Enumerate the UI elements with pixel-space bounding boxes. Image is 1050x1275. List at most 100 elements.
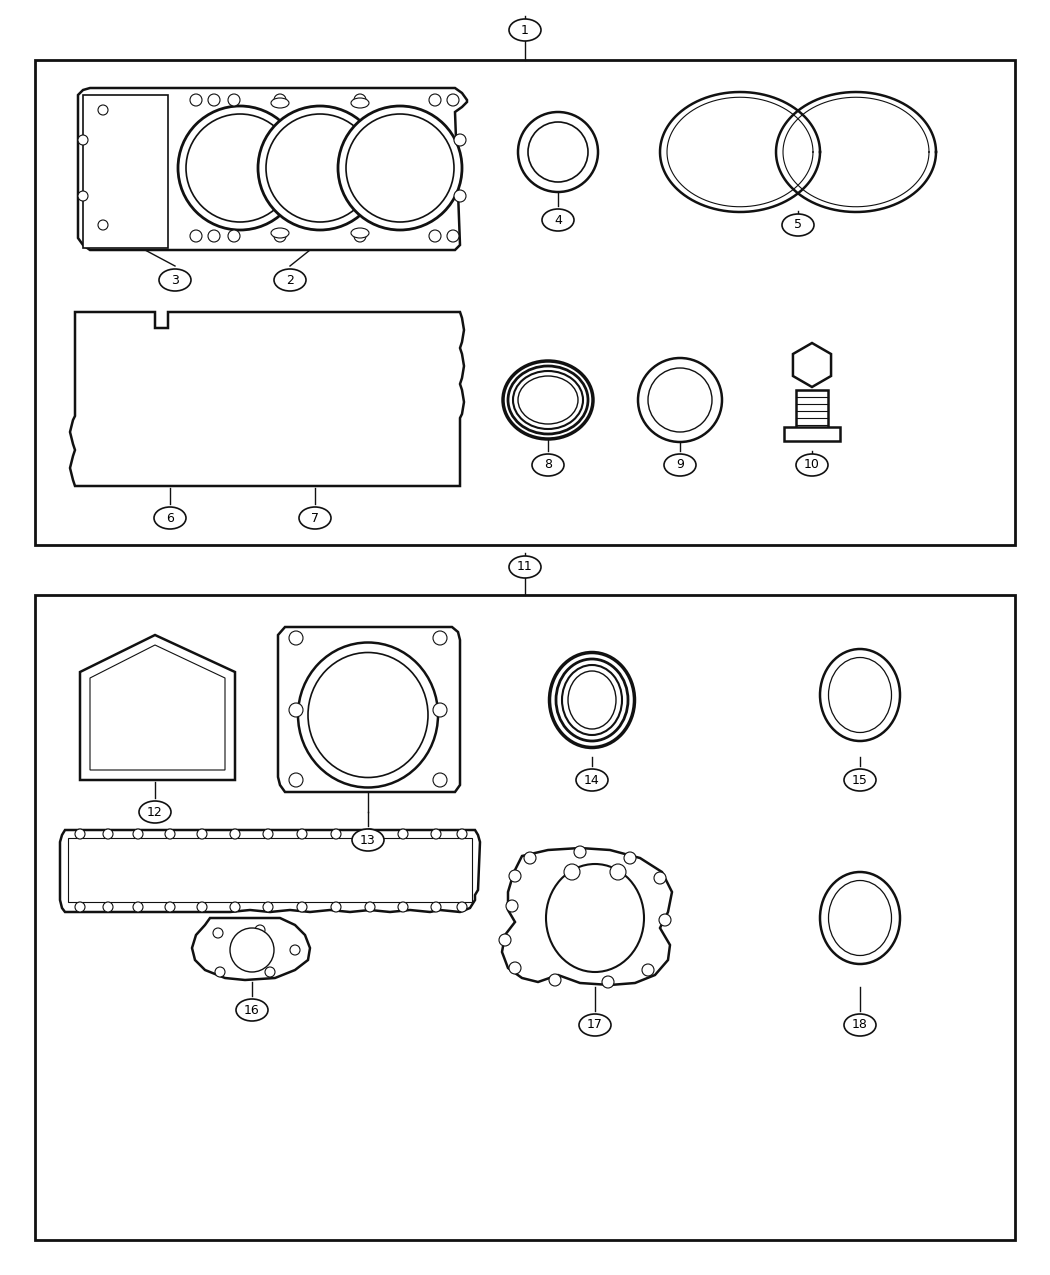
Text: 4: 4	[554, 213, 562, 227]
Ellipse shape	[660, 92, 820, 212]
Circle shape	[642, 964, 654, 975]
Text: 7: 7	[311, 511, 319, 524]
Circle shape	[398, 901, 408, 912]
Circle shape	[165, 901, 175, 912]
Ellipse shape	[576, 769, 608, 790]
Circle shape	[78, 135, 88, 145]
Text: 15: 15	[852, 774, 868, 787]
Circle shape	[297, 901, 307, 912]
Circle shape	[133, 901, 143, 912]
Polygon shape	[793, 343, 831, 388]
Ellipse shape	[820, 872, 900, 964]
Circle shape	[429, 94, 441, 106]
Circle shape	[648, 368, 712, 432]
Circle shape	[518, 112, 598, 193]
Circle shape	[331, 901, 341, 912]
Circle shape	[228, 94, 240, 106]
Ellipse shape	[352, 829, 384, 850]
Text: 5: 5	[794, 218, 802, 232]
Ellipse shape	[509, 556, 541, 578]
Circle shape	[98, 105, 108, 115]
Ellipse shape	[568, 671, 616, 729]
Ellipse shape	[299, 507, 331, 529]
Ellipse shape	[508, 366, 588, 434]
Ellipse shape	[828, 658, 891, 733]
Ellipse shape	[546, 864, 644, 972]
Circle shape	[447, 94, 459, 106]
Ellipse shape	[351, 98, 369, 108]
Ellipse shape	[796, 454, 828, 476]
Circle shape	[213, 928, 223, 938]
Circle shape	[103, 829, 113, 839]
Circle shape	[262, 829, 273, 839]
Circle shape	[499, 935, 511, 946]
Text: 6: 6	[166, 511, 174, 524]
Circle shape	[509, 870, 521, 882]
Circle shape	[262, 901, 273, 912]
Circle shape	[289, 773, 303, 787]
Circle shape	[165, 829, 175, 839]
Circle shape	[365, 829, 375, 839]
Circle shape	[429, 230, 441, 242]
Circle shape	[549, 974, 561, 986]
Ellipse shape	[549, 653, 634, 747]
Circle shape	[265, 966, 275, 977]
Text: 11: 11	[517, 561, 532, 574]
Circle shape	[75, 901, 85, 912]
Circle shape	[230, 928, 274, 972]
Circle shape	[430, 829, 441, 839]
Circle shape	[258, 106, 382, 230]
Ellipse shape	[844, 769, 876, 790]
Ellipse shape	[509, 19, 541, 41]
Polygon shape	[502, 848, 672, 986]
Circle shape	[365, 901, 375, 912]
Circle shape	[457, 901, 467, 912]
Text: 17: 17	[587, 1019, 603, 1031]
Ellipse shape	[298, 643, 438, 788]
Circle shape	[208, 94, 220, 106]
Circle shape	[433, 773, 447, 787]
Circle shape	[274, 94, 286, 106]
Circle shape	[297, 829, 307, 839]
Circle shape	[331, 829, 341, 839]
Circle shape	[454, 134, 466, 147]
Circle shape	[255, 924, 265, 935]
Polygon shape	[796, 390, 828, 434]
Text: 10: 10	[804, 459, 820, 472]
Ellipse shape	[518, 376, 578, 425]
Circle shape	[602, 975, 614, 988]
Circle shape	[638, 358, 722, 442]
Circle shape	[433, 703, 447, 717]
Circle shape	[190, 94, 202, 106]
Circle shape	[506, 900, 518, 912]
Ellipse shape	[844, 1014, 876, 1037]
Polygon shape	[278, 627, 460, 792]
Circle shape	[457, 829, 467, 839]
Text: 9: 9	[676, 459, 684, 472]
Ellipse shape	[664, 454, 696, 476]
Circle shape	[230, 901, 240, 912]
Polygon shape	[68, 838, 472, 901]
Ellipse shape	[579, 1014, 611, 1037]
Text: 18: 18	[852, 1019, 868, 1031]
Circle shape	[98, 221, 108, 230]
Circle shape	[346, 113, 454, 222]
Ellipse shape	[542, 209, 574, 231]
Polygon shape	[192, 918, 310, 980]
Circle shape	[624, 852, 636, 864]
Text: 12: 12	[147, 806, 163, 819]
Circle shape	[610, 864, 626, 880]
Circle shape	[289, 631, 303, 645]
Circle shape	[190, 230, 202, 242]
Ellipse shape	[271, 98, 289, 108]
Circle shape	[133, 829, 143, 839]
Circle shape	[430, 901, 441, 912]
Bar	[35, 60, 1015, 544]
Ellipse shape	[562, 666, 622, 734]
Circle shape	[398, 829, 408, 839]
Polygon shape	[90, 645, 225, 770]
Polygon shape	[78, 88, 467, 250]
Ellipse shape	[308, 653, 428, 778]
Circle shape	[208, 230, 220, 242]
Circle shape	[230, 829, 240, 839]
